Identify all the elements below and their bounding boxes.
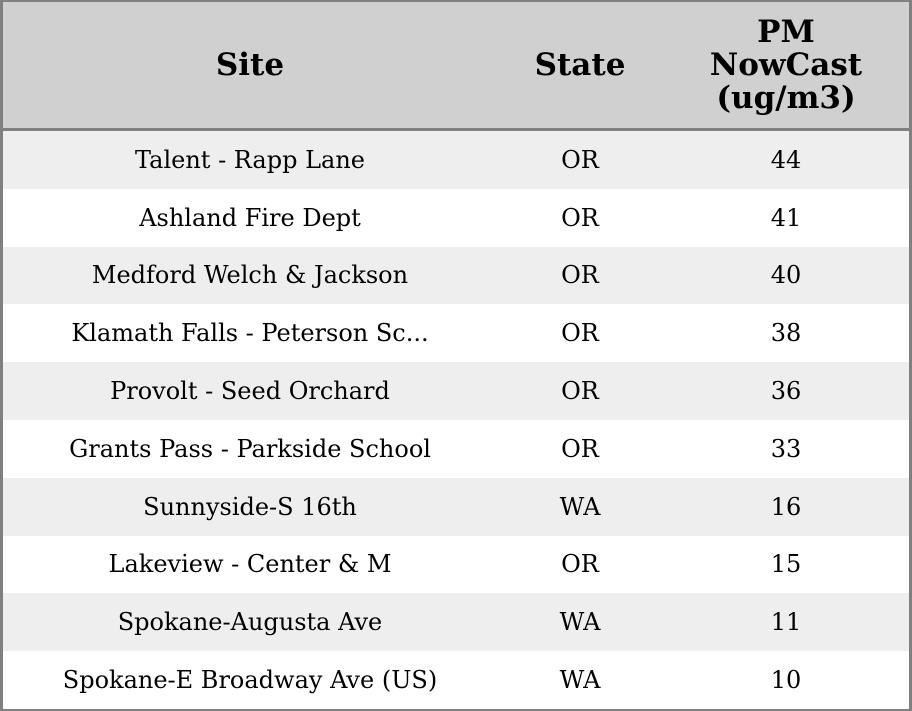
header-pm-line-3: (ug/m3)	[716, 79, 856, 116]
cell-state: OR	[497, 419, 663, 478]
table-row: Sunnyside-S 16th WA 16	[3, 477, 909, 536]
table-row: Spokane-E Broadway Ave (US) WA 10	[3, 651, 909, 709]
table-row: Provolt - Seed Orchard OR 36	[3, 362, 909, 420]
cell-pm-nowcast: 40	[663, 246, 909, 305]
cell-site: Talent - Rapp Lane	[3, 129, 497, 189]
cell-pm-nowcast: 16	[663, 477, 909, 536]
header-pm-line-1: PM	[757, 13, 815, 50]
cell-site: Spokane-Augusta Ave	[3, 593, 497, 652]
header-state[interactable]: State	[497, 2, 663, 131]
cell-pm-nowcast: 11	[663, 593, 909, 652]
table-row: Lakeview - Center & M OR 15	[3, 535, 909, 594]
cell-pm-nowcast: 33	[663, 419, 909, 478]
cell-state: OR	[497, 129, 663, 189]
cell-site: Spokane-E Broadway Ave (US)	[3, 651, 497, 709]
cell-pm-nowcast: 15	[663, 535, 909, 594]
cell-state: OR	[497, 188, 663, 247]
cell-site: Ashland Fire Dept	[3, 188, 497, 247]
cell-state: OR	[497, 246, 663, 305]
table-row: Medford Welch & Jackson OR 40	[3, 246, 909, 305]
header-row: Site State PM NowCast (ug/m3)	[3, 2, 909, 131]
table-row: Ashland Fire Dept OR 41	[3, 188, 909, 247]
cell-state: WA	[497, 593, 663, 652]
cell-pm-nowcast: 41	[663, 188, 909, 247]
table-row: Spokane-Augusta Ave WA 11	[3, 593, 909, 652]
air-quality-table: Site State PM NowCast (ug/m3) Talent - R…	[3, 2, 909, 709]
cell-pm-nowcast: 36	[663, 362, 909, 420]
table-row: Klamath Falls - Peterson Sc... OR 38	[3, 304, 909, 363]
header-site[interactable]: Site	[3, 2, 497, 131]
header-pm-nowcast[interactable]: PM NowCast (ug/m3)	[663, 2, 909, 131]
cell-state: WA	[497, 477, 663, 536]
cell-state: OR	[497, 304, 663, 363]
cell-pm-nowcast: 44	[663, 129, 909, 189]
cell-pm-nowcast: 38	[663, 304, 909, 363]
cell-pm-nowcast: 10	[663, 651, 909, 709]
cell-site: Grants Pass - Parkside School	[3, 419, 497, 478]
cell-site: Lakeview - Center & M	[3, 535, 497, 594]
cell-state: OR	[497, 535, 663, 594]
cell-site: Provolt - Seed Orchard	[3, 362, 497, 420]
cell-state: OR	[497, 362, 663, 420]
header-pm-line-2: NowCast	[709, 46, 863, 83]
cell-site: Sunnyside-S 16th	[3, 477, 497, 536]
cell-state: WA	[497, 651, 663, 709]
cell-site: Medford Welch & Jackson	[3, 246, 497, 305]
table-row: Talent - Rapp Lane OR 44	[3, 129, 909, 189]
table-row: Grants Pass - Parkside School OR 33	[3, 419, 909, 478]
cell-site: Klamath Falls - Peterson Sc...	[3, 304, 497, 363]
